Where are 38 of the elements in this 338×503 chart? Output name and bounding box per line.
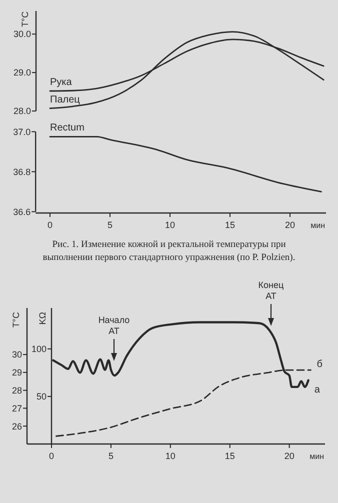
series-label: Rectum (50, 122, 84, 134)
line-series (49, 136, 322, 192)
x-tick-label: 0 (48, 451, 54, 461)
x-tick-label: 20 (284, 451, 294, 461)
x-tick-label: 15 (224, 451, 235, 461)
y-axis-title: T°C (11, 312, 21, 328)
x-tick-label: 15 (224, 220, 236, 230)
annotation: Начало АТ (98, 315, 130, 336)
y2-axis-title: KΩ (38, 312, 48, 325)
y2-tick-label: 100 (31, 344, 46, 354)
x-tick-label: 20 (284, 220, 296, 230)
y-tick-label: 28.0 (13, 106, 31, 116)
text: Конец АТ (258, 280, 284, 301)
x-tick-label: 10 (164, 220, 176, 230)
y-tick-label: 36.8 (13, 166, 31, 177)
y-tick-label: 29 (12, 368, 22, 378)
series-label: Палец (50, 94, 80, 106)
x-axis-title: мин (310, 452, 324, 461)
x-tick-label: 5 (108, 451, 114, 461)
series-label: Рука (50, 77, 72, 88)
y-tick-label: 26 (12, 421, 22, 432)
series-label: б (316, 359, 323, 370)
y-tick-label: 29.0 (13, 68, 31, 78)
y2-tick-label: 50 (36, 392, 46, 402)
y-tick-label: 28 (12, 385, 22, 396)
y-tick-label: 37.0 (13, 126, 31, 137)
y-tick-label: 36.6 (13, 206, 31, 217)
x-tick-label: 5 (107, 220, 113, 230)
y-axis-title: T°C (20, 10, 30, 27)
x-axis-title: мин (310, 221, 325, 230)
x-tick-label: 0 (47, 220, 53, 230)
y-tick-label: 30 (12, 350, 22, 360)
line-series (49, 31, 324, 110)
y-tick-label: 27 (12, 403, 22, 414)
series-label: а (314, 384, 320, 396)
x-tick-label: 10 (165, 451, 176, 461)
text: Рис. 1. Изменение кожной и ректальной температуры при выполнении первого стандартного упражнения (по P. Polzien). (42, 240, 296, 263)
y-tick-label: 30.0 (13, 29, 31, 40)
